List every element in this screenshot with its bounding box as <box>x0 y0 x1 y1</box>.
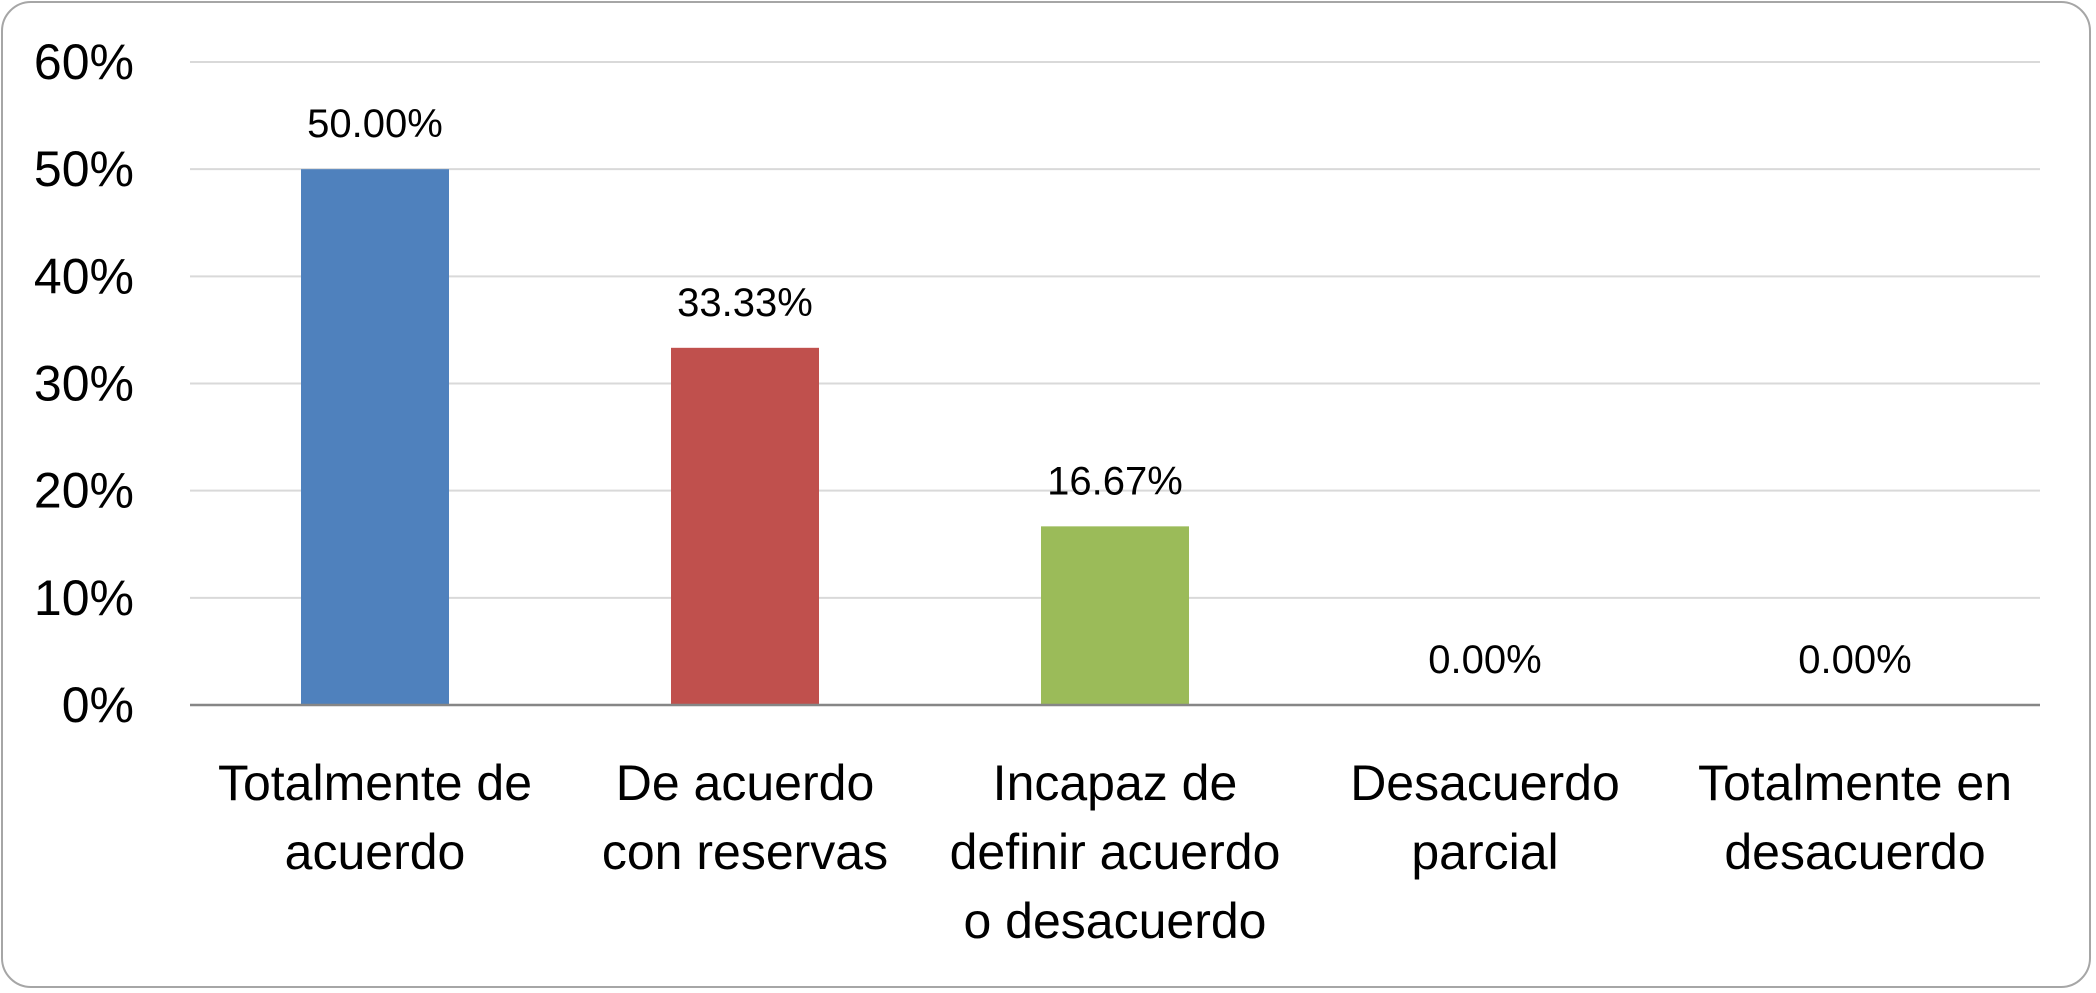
category-label-line: Totalmente de <box>218 755 532 811</box>
bar <box>1041 526 1189 705</box>
y-tick-label: 60% <box>34 34 134 90</box>
bars <box>301 169 1189 705</box>
bar <box>301 169 449 705</box>
category-label-line: De acuerdo <box>616 755 875 811</box>
category-label-line: o desacuerdo <box>963 893 1266 949</box>
data-label: 0.00% <box>1428 638 1541 682</box>
y-tick-label: 40% <box>34 248 134 304</box>
category-label-line: con reservas <box>602 824 888 880</box>
y-tick-label: 30% <box>34 356 134 412</box>
category-label-line: acuerdo <box>285 824 466 880</box>
gridlines <box>190 61 2040 599</box>
y-axis-ticks: 0% 10% 20% 30% 40% 50% 60% <box>34 34 134 733</box>
category-label-line: definir acuerdo <box>950 824 1281 880</box>
y-tick-label: 50% <box>34 141 134 197</box>
y-tick-label: 0% <box>62 677 134 733</box>
y-tick-label: 20% <box>34 463 134 519</box>
y-tick-label: 10% <box>34 570 134 626</box>
bar <box>671 347 819 705</box>
category-label-line: Totalmente en <box>1698 755 2012 811</box>
data-label: 0.00% <box>1798 638 1911 682</box>
category-label: Totalmente en desacuerdo <box>1698 755 2012 880</box>
data-label: 16.67% <box>1047 459 1183 503</box>
data-label: 50.00% <box>307 102 443 146</box>
category-label: Incapaz de definir acuerdo o desacuerdo <box>950 755 1281 949</box>
category-label-line: Incapaz de <box>993 755 1238 811</box>
category-label: Desacuerdo parcial <box>1350 755 1620 880</box>
category-label-line: parcial <box>1411 824 1558 880</box>
data-label: 33.33% <box>677 281 813 325</box>
category-label: Totalmente de acuerdo <box>218 755 532 880</box>
category-label: De acuerdo con reservas <box>602 755 888 880</box>
category-labels: Totalmente de acuerdo De acuerdo con reserv… <box>218 755 2012 949</box>
data-labels: 50.00% 33.33% 16.67% 0.00% 0.00% <box>307 102 1912 682</box>
category-label-line: Desacuerdo <box>1350 755 1620 811</box>
category-label-line: desacuerdo <box>1724 824 1985 880</box>
